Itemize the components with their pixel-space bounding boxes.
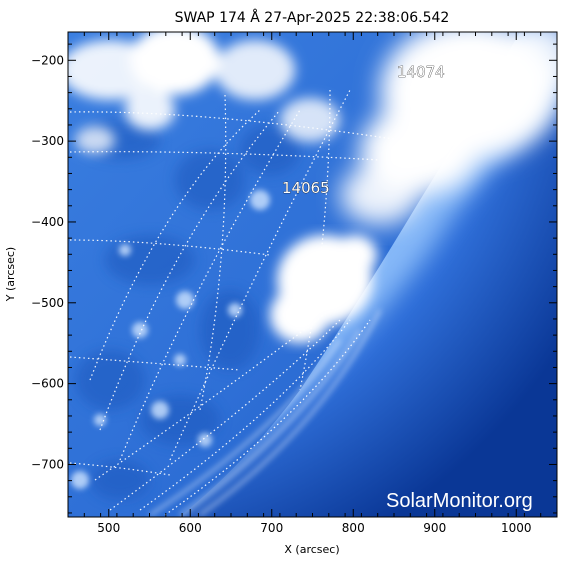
x-tick-label: 600 [179,521,202,535]
region-label-14074: 14074 [397,63,445,81]
watermark: SolarMonitor.org [386,490,533,512]
x-tick-label: 500 [97,521,120,535]
x-tick-label: 900 [423,521,446,535]
y-tick-label: −300 [31,134,64,148]
x-axis-label: X (arcsec) [284,543,339,556]
x-axis-ticks: 500 600 700 800 900 1000 [67,32,558,535]
solar-image: 14074 14065 SolarMonitor.org [68,32,557,517]
x-tick-label: 700 [260,521,283,535]
y-axis-label: Y (arcsec) [4,247,17,302]
y-tick-label: −600 [31,377,64,391]
region-label-14065: 14065 [282,179,330,197]
y-tick-label: −500 [31,296,64,310]
x-tick-label: 1000 [501,521,532,535]
y-tick-label: −700 [31,457,64,471]
plot-title: SWAP 174 Å 27-Apr-2025 22:38:06.542 [175,9,450,26]
y-axis-ticks: −200 −300 −400 −500 −600 −700 [31,43,557,514]
y-tick-label: −400 [31,215,64,229]
y-tick-label: −200 [31,53,64,67]
x-tick-label: 800 [342,521,365,535]
